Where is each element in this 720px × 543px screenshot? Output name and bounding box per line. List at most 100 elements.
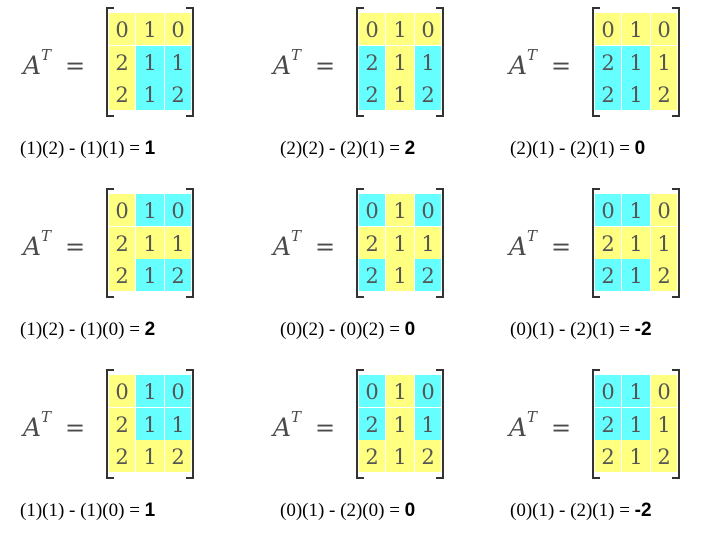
matrix-entry: 2	[365, 413, 378, 437]
matrix-entry: 1	[629, 264, 642, 288]
matrix-entry: 1	[143, 199, 156, 223]
matrix-entry: 1	[143, 264, 156, 288]
matrix-entry: 1	[657, 413, 670, 437]
matrix-entry: 2	[601, 413, 614, 437]
cofactor-formula: (1)(2) - (1)(1) = 1	[20, 138, 155, 160]
matrix-figure: 0 1 02 1 12 1 2A T =	[21, 7, 194, 117]
minor-highlight	[595, 46, 650, 110]
matrix-entry: 0	[115, 18, 128, 42]
matrix-entry: 2	[115, 51, 128, 75]
right-bracket	[672, 7, 680, 117]
matrix-figure: 0 1 02 1 12 1 2A T =	[507, 188, 680, 298]
cofactor-panel: 0 1 0 2 1 1 2 1 2 A T = (1)(2) - (1)(1) = 1	[0, 0, 240, 181]
minor-highlight	[359, 194, 441, 291]
equals-sign: =	[551, 414, 571, 442]
right-bracket	[436, 188, 444, 298]
matrix-entry: 2	[601, 232, 614, 256]
formula-expression: (1)(1) - (1)(0) =	[20, 500, 145, 521]
matrix-entry: 1	[171, 413, 184, 437]
matrix-entry: 2	[115, 445, 128, 469]
matrix-entry: 0	[171, 380, 184, 404]
matrix-entry: 1	[393, 18, 406, 42]
matrix-figure: 0 1 02 1 12 1 2A T =	[507, 369, 680, 479]
cofactor-panel: 0 1 0 2 1 1 2 1 2 A T = (0)(1) - (2)(1) = -2	[488, 181, 720, 362]
matrix-entry: 1	[393, 264, 406, 288]
right-bracket	[186, 7, 194, 117]
cofactor-panel: 0 1 0 2 1 1 2 1 2 A T = (0)(2) - (0)(2) = 0	[252, 181, 492, 362]
matrix-entry: 0	[601, 380, 614, 404]
minor-highlight	[136, 46, 191, 110]
matrix-entry: 1	[393, 413, 406, 437]
matrix-symbol: A	[21, 232, 41, 261]
right-bracket	[672, 369, 680, 479]
matrix-entry: 2	[657, 264, 670, 288]
matrix-entry: 1	[393, 199, 406, 223]
left-bracket	[356, 369, 364, 479]
matrix-entry: 2	[421, 83, 434, 107]
matrix-entry: 0	[171, 199, 184, 223]
matrix-entry: 1	[629, 380, 642, 404]
matrix-entry: 0	[657, 199, 670, 223]
deleted-row-column-highlight	[359, 194, 441, 291]
cofactor-panel: 0 1 0 2 1 1 2 1 2 A T = (1)(2) - (1)(0) = 2	[0, 181, 240, 362]
matrix-entry: 0	[115, 380, 128, 404]
matrix-entry: 2	[421, 445, 434, 469]
cofactor-formula: (2)(2) - (2)(1) = 2	[280, 138, 415, 160]
matrix-entry: 2	[115, 264, 128, 288]
deleted-row-column-highlight	[359, 375, 441, 472]
matrix-entry: 1	[657, 232, 670, 256]
minor-highlight	[359, 375, 441, 440]
transpose-superscript: T	[527, 227, 538, 245]
matrix-figure: 0 1 02 1 12 1 2A T =	[507, 7, 680, 117]
matrix-symbol: A	[507, 51, 527, 80]
deleted-row-column-highlight	[109, 13, 191, 110]
minor-highlight	[595, 194, 650, 291]
equals-sign: =	[65, 52, 85, 80]
left-bracket	[356, 7, 364, 117]
matrix-entry: 1	[143, 83, 156, 107]
left-bracket	[592, 7, 600, 117]
matrix-entry: 2	[115, 232, 128, 256]
equals-sign: =	[65, 414, 85, 442]
left-bracket	[106, 7, 114, 117]
matrix-entry: 1	[629, 18, 642, 42]
transpose-superscript: T	[291, 46, 302, 64]
matrix-figure: 0 1 02 1 12 1 2A T =	[271, 369, 444, 479]
left-bracket	[592, 369, 600, 479]
formula-result: 1	[144, 500, 156, 521]
transpose-superscript: T	[527, 46, 538, 64]
equals-sign: =	[551, 52, 571, 80]
transpose-superscript: T	[41, 46, 52, 64]
matrix-entry: 1	[171, 51, 184, 75]
formula-result: 2	[144, 319, 156, 340]
matrix-entry: 1	[421, 51, 434, 75]
matrix-entry: 1	[393, 51, 406, 75]
matrix-entry: 1	[629, 413, 642, 437]
formula-expression: (0)(2) - (0)(2) =	[280, 319, 405, 340]
right-bracket	[186, 369, 194, 479]
matrix-figure: 0 1 02 1 12 1 2A T =	[21, 188, 194, 298]
matrix-entry: 2	[365, 51, 378, 75]
matrix-entry: 2	[365, 83, 378, 107]
cofactor-panel: 0 1 0 2 1 1 2 1 2 A T = (2)(2) - (2)(1) = 2	[252, 0, 492, 181]
matrix-figure: 0 1 02 1 12 1 2A T =	[271, 7, 444, 117]
equals-sign: =	[315, 52, 335, 80]
formula-result: 0	[634, 138, 646, 159]
cofactor-panel: 0 1 0 2 1 1 2 1 2 A T = (2)(1) - (2)(1) = 0	[488, 0, 720, 181]
formula-result: 1	[144, 138, 156, 159]
matrix-symbol: A	[271, 51, 291, 80]
matrix-entry: 2	[115, 413, 128, 437]
matrix-entry: 1	[657, 51, 670, 75]
deleted-row-column-highlight	[359, 13, 441, 110]
matrix-entry: 0	[365, 18, 378, 42]
matrix-entry: 1	[393, 83, 406, 107]
cofactor-formula: (1)(1) - (1)(0) = 1	[20, 500, 155, 522]
cofactor-formula: (0)(1) - (2)(1) = -2	[510, 319, 652, 341]
matrix-entry: 1	[393, 445, 406, 469]
matrix-entry: 2	[365, 445, 378, 469]
formula-result: 2	[404, 138, 416, 159]
matrix-entry: 2	[601, 83, 614, 107]
cofactor-panel: 0 1 0 2 1 1 2 1 2 A T = (0)(1) - (2)(1) = -2	[488, 362, 720, 543]
matrix-entry: 1	[143, 380, 156, 404]
matrix-symbol: A	[271, 413, 291, 442]
